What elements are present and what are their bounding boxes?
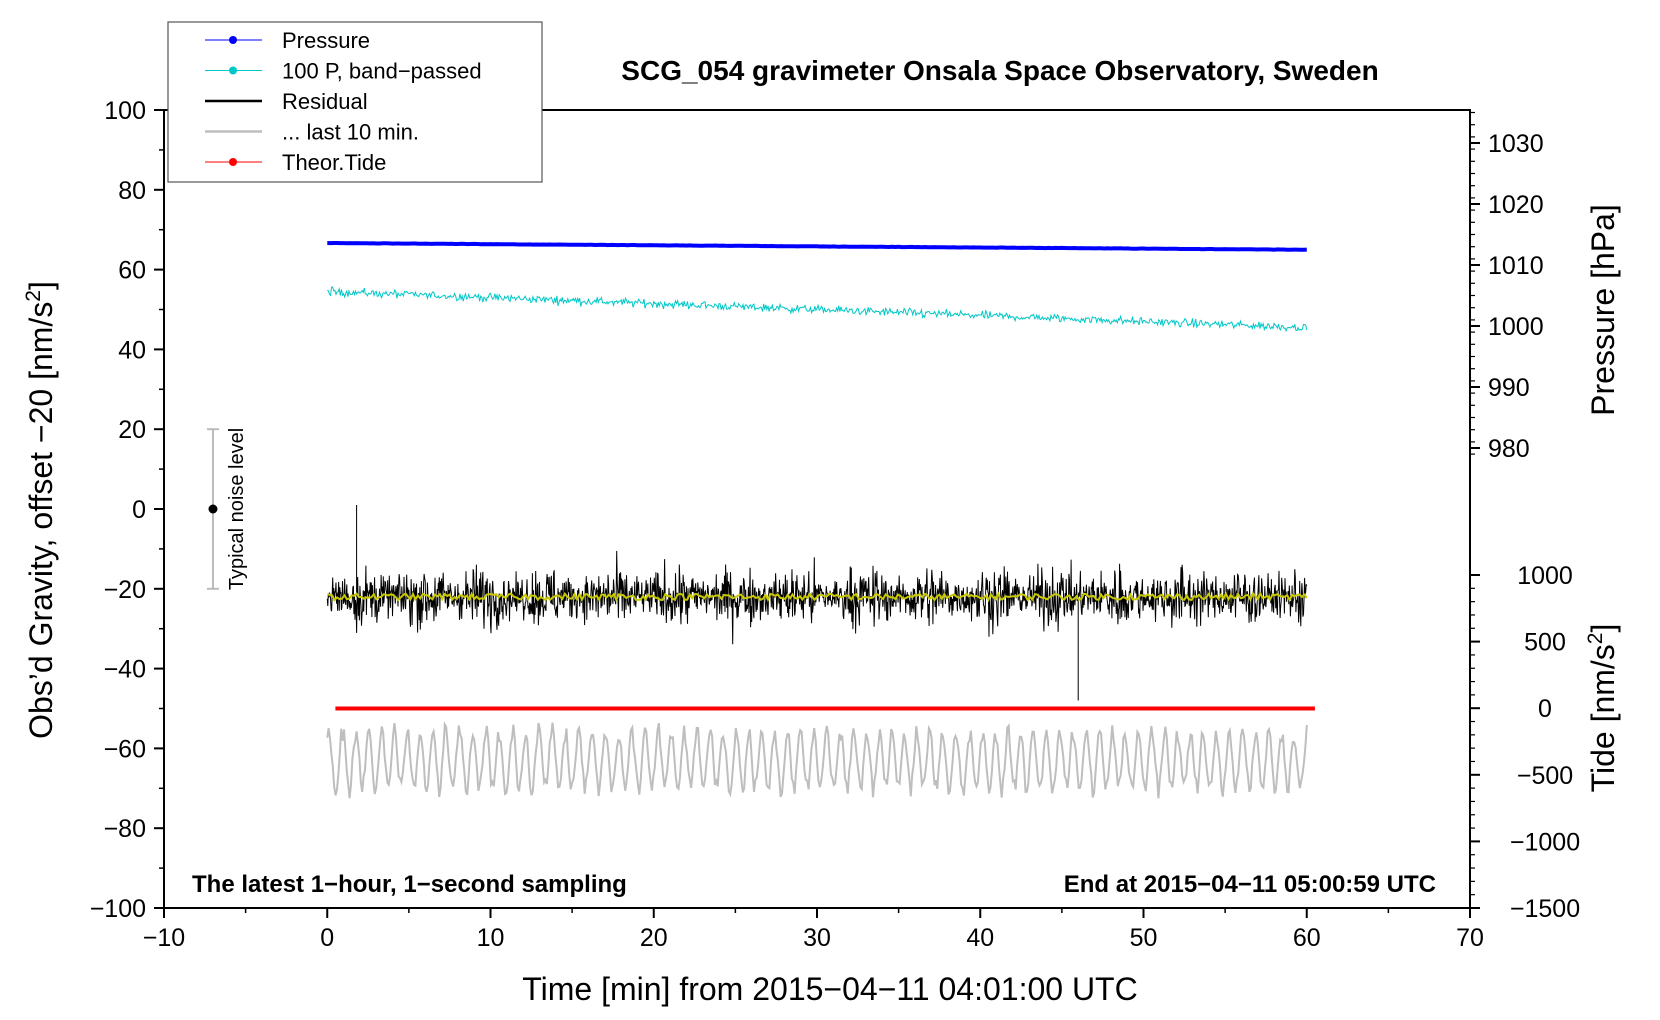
- pressure-tick-label: 1030: [1488, 130, 1544, 158]
- y-tick-label: 20: [118, 416, 146, 444]
- y-tick-label: 0: [132, 496, 146, 524]
- y-tick-label: 80: [118, 177, 146, 205]
- pressure-tick-label: 980: [1488, 435, 1530, 463]
- y-axis-title-pressure: Pressure [hPa]: [1585, 204, 1621, 416]
- pressure-tick-label: 1000: [1488, 313, 1544, 341]
- y-tick-label: −60: [104, 735, 146, 763]
- y-tick-label: −40: [104, 656, 146, 684]
- bottom-axis: −10 0 10 20 30 40 50 60 70: [143, 908, 1484, 952]
- chart-title: SCG_054 gravimeter Onsala Space Observat…: [621, 55, 1378, 86]
- y-tick-label: 100: [104, 97, 146, 125]
- residual-series-line: [326, 505, 1308, 701]
- pressure-series-line: [327, 241, 1307, 252]
- tide-tick-label: −1500: [1510, 895, 1580, 923]
- tide-tick-label: 0: [1538, 695, 1552, 723]
- legend-marker-tide: [229, 158, 237, 166]
- left-axis: 100 80 60 40 20 0 −20 −40 −60 −80 −100: [90, 97, 164, 923]
- y-axis-title-left: Obs’d Gravity, offset −20 [nm/s2]: [22, 281, 59, 739]
- y-axis-title-tide: Tide [nm/s2]: [1584, 624, 1621, 793]
- pressure-tick-label: 1010: [1488, 252, 1544, 280]
- x-tick-label: 60: [1293, 924, 1321, 952]
- bandpassed-series-line: [327, 286, 1308, 333]
- legend-label-last10: ... last 10 min.: [282, 120, 419, 145]
- noise-level-indicator: [206, 428, 219, 590]
- noise-bar-center-dot: [208, 504, 218, 514]
- x-tick-label: 20: [640, 924, 668, 952]
- x-tick-label: 70: [1456, 924, 1484, 952]
- y-tick-label: −80: [104, 815, 146, 843]
- pressure-tick-label: 1020: [1488, 191, 1544, 219]
- legend-marker-bandpassed: [229, 66, 237, 75]
- right-axes: 1030 1020 1010 1000 990 980 1000 500 0 −500 −1000 −…: [1470, 111, 1580, 923]
- pressure-tick-label: 990: [1488, 374, 1530, 402]
- legend: Pressure 100 P, band−passed Residual ...…: [167, 21, 543, 183]
- legend-label-tide: Theor.Tide: [282, 150, 386, 175]
- tide-tick-label: 1000: [1517, 562, 1573, 590]
- x-tick-label: 50: [1130, 924, 1158, 952]
- series-layer: [326, 241, 1315, 799]
- tide-tick-label: −1000: [1510, 828, 1580, 856]
- x-tick-label: 30: [803, 924, 831, 952]
- legend-marker-pressure: [229, 36, 237, 44]
- y-tick-label: 60: [118, 257, 146, 285]
- legend-label-bandpassed: 100 P, band−passed: [282, 59, 482, 84]
- legend-label-pressure: Pressure: [282, 28, 370, 53]
- legend-label-residual: Residual: [282, 89, 368, 114]
- tide-tick-label: 500: [1524, 629, 1566, 657]
- note-right: End at 2015−04−11 05:00:59 UTC: [1064, 871, 1436, 898]
- note-left: The latest 1−hour, 1−second sampling: [192, 871, 627, 898]
- residual-smoothed-line: [327, 591, 1308, 603]
- y-tick-label: 40: [118, 336, 146, 364]
- x-axis-title: Time [min] from 2015−04−11 04:01:00 UTC: [522, 971, 1137, 1007]
- x-tick-label: 0: [320, 924, 334, 952]
- x-tick-label: 40: [966, 924, 994, 952]
- y-tick-label: −100: [90, 895, 146, 923]
- x-tick-label: 10: [477, 924, 505, 952]
- x-tick-label: −10: [143, 924, 185, 952]
- tide-tick-label: −500: [1517, 762, 1573, 790]
- noise-level-label: Typical noise level: [226, 428, 248, 590]
- y-tick-label: −20: [104, 576, 146, 604]
- last10min-series-line: [326, 721, 1308, 799]
